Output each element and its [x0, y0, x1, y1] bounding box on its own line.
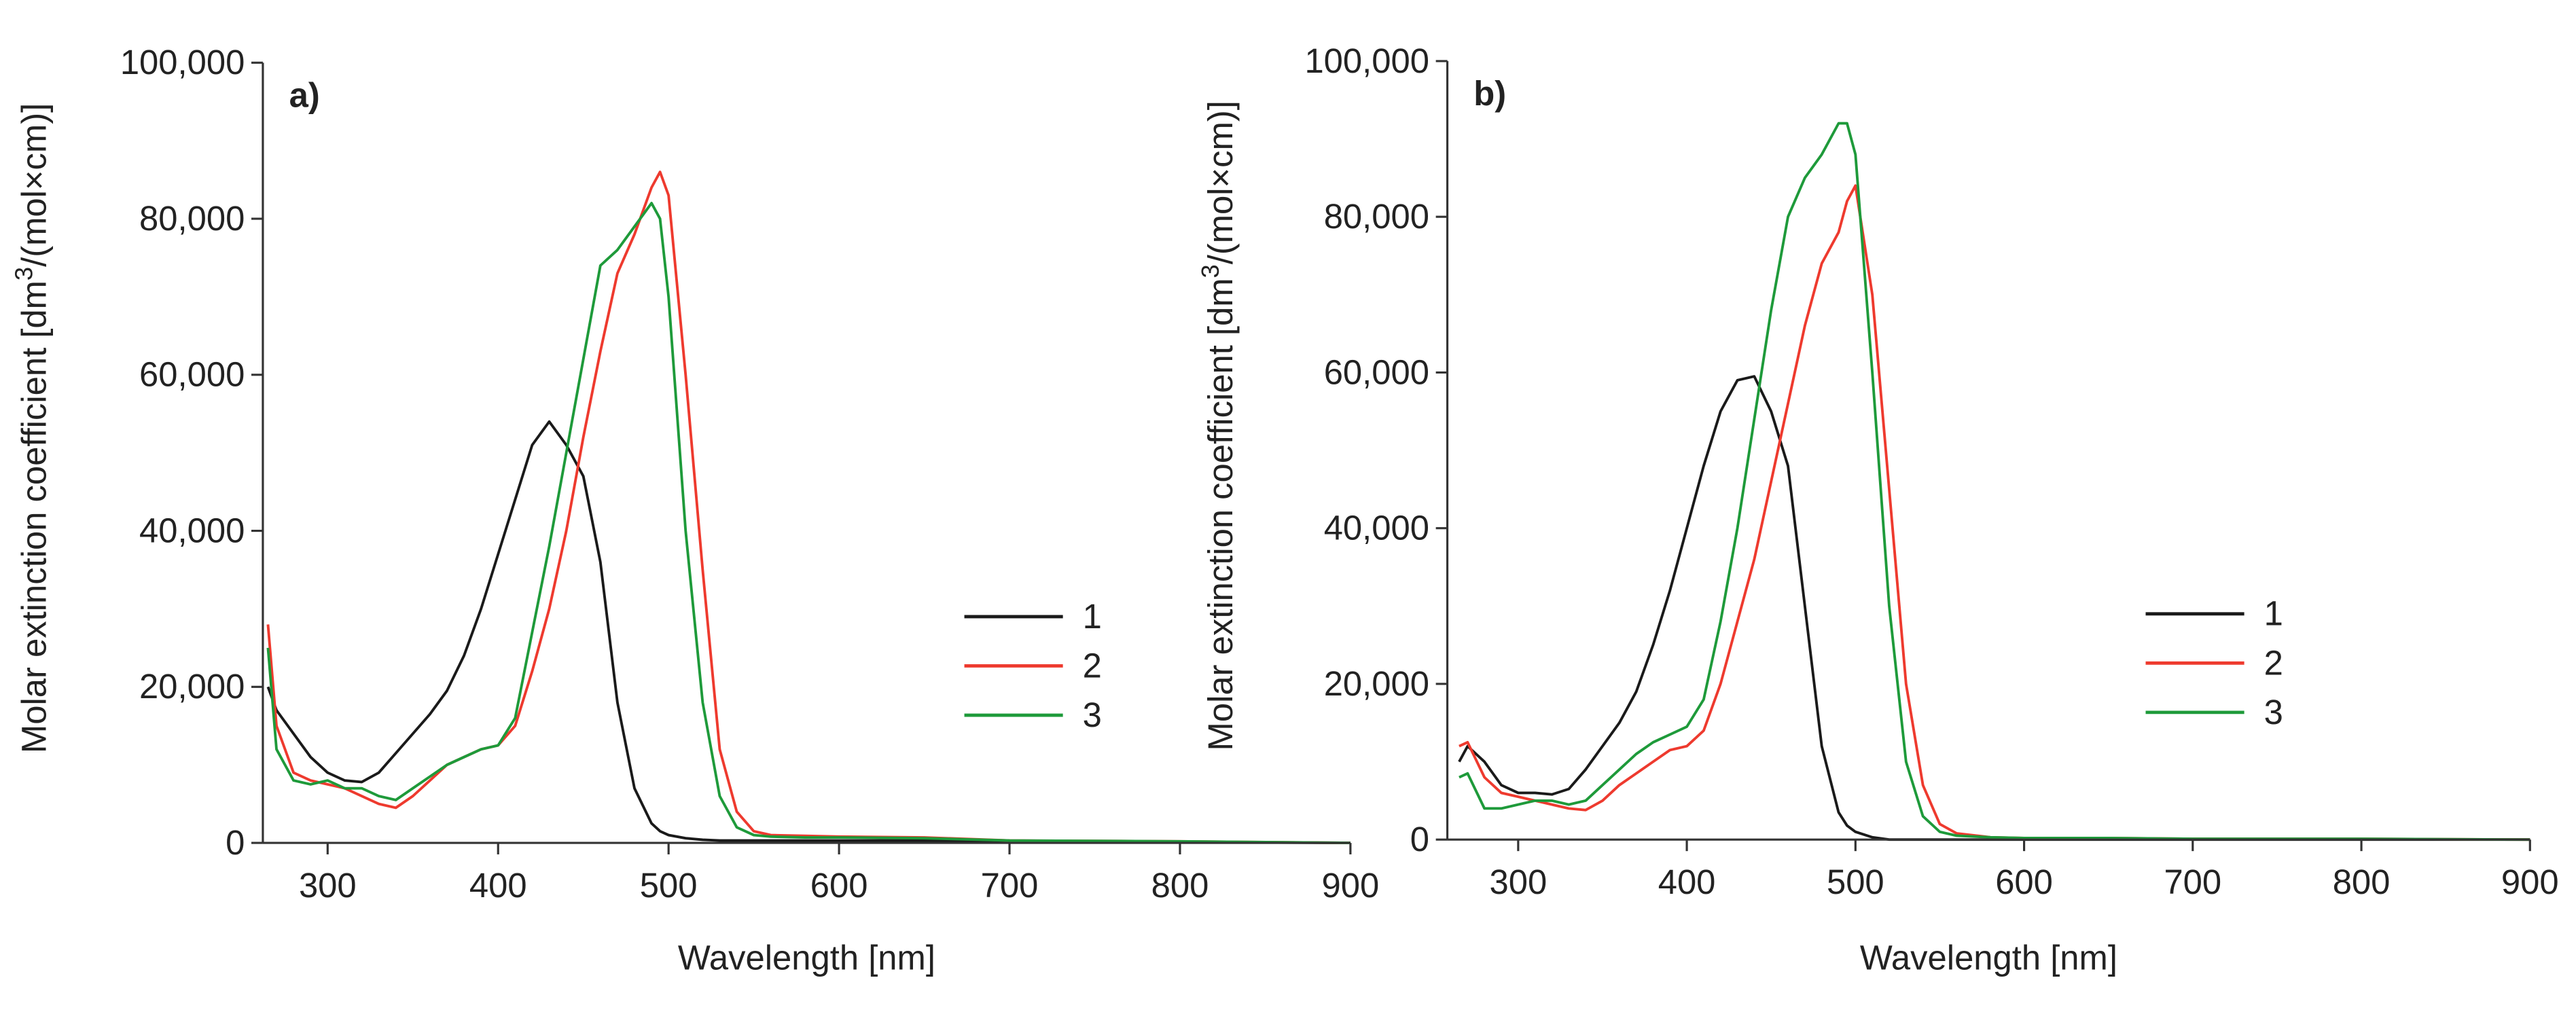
- x-tick-label: 600: [810, 866, 868, 905]
- x-tick-label: 300: [299, 866, 357, 905]
- spectrum-line: [1459, 122, 2530, 841]
- x-tick-label: 500: [640, 866, 698, 905]
- y-label-part: /(mol×cm)]: [1201, 101, 1240, 264]
- panel-label: a): [289, 76, 320, 115]
- y-label-part: 3: [1196, 264, 1223, 278]
- y-axis-label: Molar extinction coefficient [dm3/(mol×c…: [1196, 101, 1240, 750]
- y-tick-label: 0: [226, 823, 245, 862]
- x-tick-label: 300: [1489, 863, 1547, 901]
- y-tick-label: 0: [1410, 820, 1429, 858]
- x-tick-label: 700: [981, 866, 1039, 905]
- y-label-part: Molar extinction coefficient [dm: [1201, 278, 1240, 750]
- y-tick-label: 20,000: [139, 667, 245, 706]
- y-tick-label: 60,000: [139, 355, 245, 394]
- y-label-part: 3: [10, 267, 37, 280]
- x-tick-label: 900: [2501, 863, 2559, 901]
- y-tick-label: 40,000: [139, 511, 245, 549]
- y-label-part: Molar extinction coefficient [dm: [15, 280, 54, 753]
- y-tick-label: 80,000: [1324, 197, 1429, 236]
- panel: 0 20,000 40,000 60,000 80,000 100,000 300 400 50…: [10, 43, 1379, 977]
- legend-label: 2: [2264, 643, 2283, 682]
- x-tick-label: 900: [1322, 866, 1380, 905]
- y-tick-label: 20,000: [1324, 664, 1429, 703]
- y-tick-label: 40,000: [1324, 509, 1429, 547]
- y-tick-label: 80,000: [139, 199, 245, 238]
- x-axis-label: Wavelength [nm]: [678, 938, 935, 977]
- x-tick-label: 400: [469, 866, 527, 905]
- spectrum-line: [266, 202, 1350, 844]
- x-axis-label: Wavelength [nm]: [1860, 938, 2117, 977]
- x-tick-label: 800: [2333, 863, 2391, 901]
- x-tick-label: 800: [1151, 866, 1209, 905]
- legend-label: 1: [1083, 597, 1102, 636]
- x-tick-label: 400: [1658, 863, 1716, 901]
- legend-label: 1: [2264, 594, 2283, 633]
- spectrum-line: [1459, 184, 2530, 841]
- y-tick-label: 60,000: [1324, 352, 1429, 391]
- x-tick-label: 500: [1827, 863, 1884, 901]
- x-tick-label: 700: [2164, 863, 2221, 901]
- panel-label: b): [1473, 74, 1506, 113]
- x-tick-label: 600: [1995, 863, 2053, 901]
- y-tick-label: 100,000: [120, 43, 245, 82]
- y-axis-label: Molar extinction coefficient [dm3/(mol×c…: [10, 103, 54, 753]
- panel: 0 20,000 40,000 60,000 80,000 100,000 300 400 50…: [1196, 41, 2558, 977]
- legend-label: 3: [1083, 695, 1102, 734]
- y-label-part: /(mol×cm)]: [15, 103, 54, 267]
- spectrum-line: [266, 420, 1350, 844]
- legend-label: 3: [2264, 693, 2283, 731]
- spectrum-line: [266, 170, 1350, 844]
- y-tick-label: 100,000: [1304, 41, 1429, 80]
- legend-label: 2: [1083, 646, 1102, 685]
